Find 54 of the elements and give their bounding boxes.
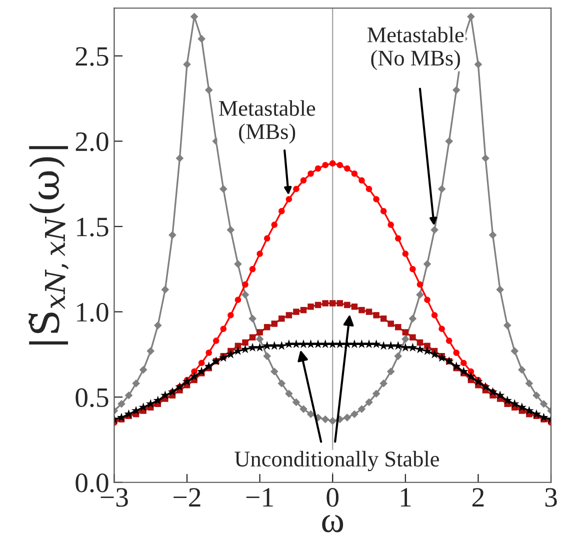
point (286, 196, 292, 202)
y-tick-label: 1.0 (77, 302, 108, 322)
annotation: Metastable (No MBs) (367, 26, 464, 70)
point (366, 186, 372, 192)
point (220, 326, 227, 332)
point (278, 208, 285, 214)
point (351, 170, 358, 177)
point (242, 281, 248, 288)
point (453, 350, 460, 356)
point (228, 312, 234, 318)
point (264, 235, 270, 242)
y-axis-title: |S̃$_{xN,xN}$(ω)| (28, 146, 69, 344)
point (380, 208, 387, 214)
point (460, 360, 467, 366)
point (322, 162, 328, 168)
x-tick-label: 2 (472, 488, 484, 507)
point (424, 296, 430, 303)
x-tick-label: 0 (326, 488, 338, 507)
point (213, 338, 220, 344)
x-tick-label: −1 (246, 488, 273, 507)
point (416, 281, 424, 288)
point (388, 222, 394, 228)
point (198, 360, 205, 366)
point (431, 312, 438, 318)
point (410, 266, 416, 272)
point (395, 235, 402, 242)
point (468, 368, 474, 375)
point (336, 162, 344, 168)
point (358, 177, 365, 184)
y-tick-label: 0.5 (76, 388, 108, 408)
annotation: Unconditionally Stable (234, 450, 439, 472)
x-tick-label: 3 (545, 488, 557, 507)
point (300, 177, 307, 184)
point (249, 266, 256, 272)
point (256, 250, 263, 257)
point (402, 250, 409, 257)
point (308, 170, 314, 177)
point (438, 326, 445, 332)
point (314, 165, 322, 172)
point (206, 350, 212, 356)
point (234, 296, 242, 303)
point (271, 222, 278, 228)
x-axis-title: ω (322, 515, 344, 532)
y-tick-label: 1.5 (77, 218, 108, 237)
y-tick-label: 2.0 (76, 132, 108, 152)
point (344, 165, 350, 172)
point (446, 338, 452, 344)
y-tick-label: 2.5 (76, 47, 108, 66)
point (293, 186, 300, 192)
x-tick-label: −2 (174, 488, 200, 507)
point (373, 196, 380, 202)
annotation: Metastable (MBs) (218, 100, 316, 144)
x-tick-label: 1 (400, 488, 411, 507)
point (329, 160, 336, 166)
